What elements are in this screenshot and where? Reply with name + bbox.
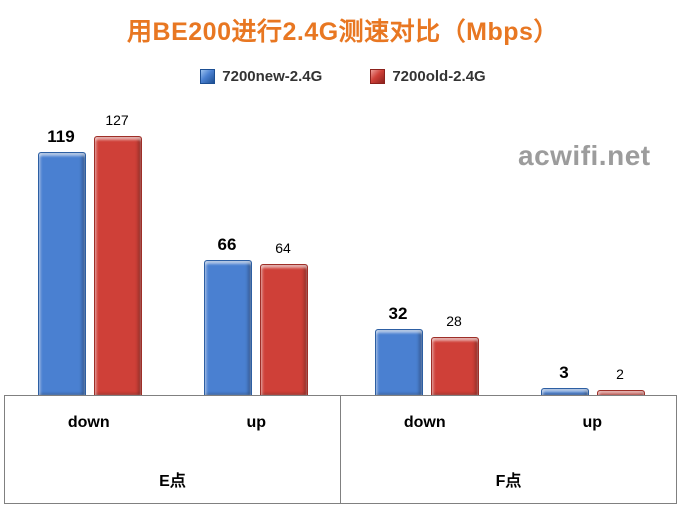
category-axis: down up E点 down up F点	[4, 395, 677, 504]
legend-swatch-blue-icon	[200, 69, 216, 84]
axis-label-e-down: down	[67, 414, 110, 431]
legend-item-7200old: 7200old-2.4G	[370, 68, 486, 85]
axis-label-f-down: down	[403, 414, 446, 431]
legend-label-7200new: 7200new-2.4G	[222, 68, 323, 85]
axis-group-label-e: E点	[159, 473, 186, 490]
axis-subcategories-e: down up	[5, 414, 340, 432]
bar-7200new-2.4G-F点-up	[541, 388, 589, 395]
legend-label-7200old: 7200old-2.4G	[392, 68, 486, 85]
plot-area: 119 66 32 3 127 64 28 2	[38, 112, 645, 395]
bar-7200new-2.4G-F点-down	[375, 329, 423, 395]
bar-value-label-7200new-2.4G-E点-down: 119	[47, 127, 75, 146]
axis-group-label-f: F点	[495, 473, 522, 490]
legend-item-7200new: 7200new-2.4G	[200, 68, 322, 85]
axis-subcategories-f: down up	[341, 414, 676, 432]
bar-7200old-2.4G-E点-down	[94, 136, 142, 395]
axis-label-f-up: up	[582, 414, 603, 431]
axis-group-e: down up E点	[5, 396, 340, 503]
watermark: acwifi.net	[518, 140, 651, 171]
bar-value-label-7200new-2.4G-E点-up: 66	[217, 235, 237, 254]
bar-value-label-7200old-2.4G-F点-down: 28	[446, 313, 462, 329]
bar-value-label-7200new-2.4G-F点-down: 32	[388, 304, 408, 323]
bar-7200old-2.4G-F点-down	[431, 337, 479, 395]
bar-value-label-7200new-2.4G-F点-up: 3	[559, 363, 569, 382]
bar-7200new-2.4G-E点-down	[38, 152, 86, 395]
chart-title: 用BE200进行2.4G测速对比（Mbps）	[127, 18, 559, 46]
legend-swatch-red-icon	[370, 69, 386, 84]
axis-label-e-up: up	[246, 414, 267, 431]
bar-value-label-7200old-2.4G-E点-up: 64	[275, 240, 291, 256]
bar-value-label-7200old-2.4G-F点-up: 2	[616, 366, 624, 382]
bar-7200new-2.4G-E点-up	[204, 260, 252, 395]
bar-value-label-7200old-2.4G-E点-down: 127	[105, 112, 129, 128]
bar-7200old-2.4G-F点-up	[597, 390, 645, 395]
bar-7200old-2.4G-E点-up	[260, 264, 308, 395]
axis-group-f: down up F点	[340, 396, 676, 503]
legend: 7200new-2.4G 7200old-2.4G	[0, 68, 686, 85]
